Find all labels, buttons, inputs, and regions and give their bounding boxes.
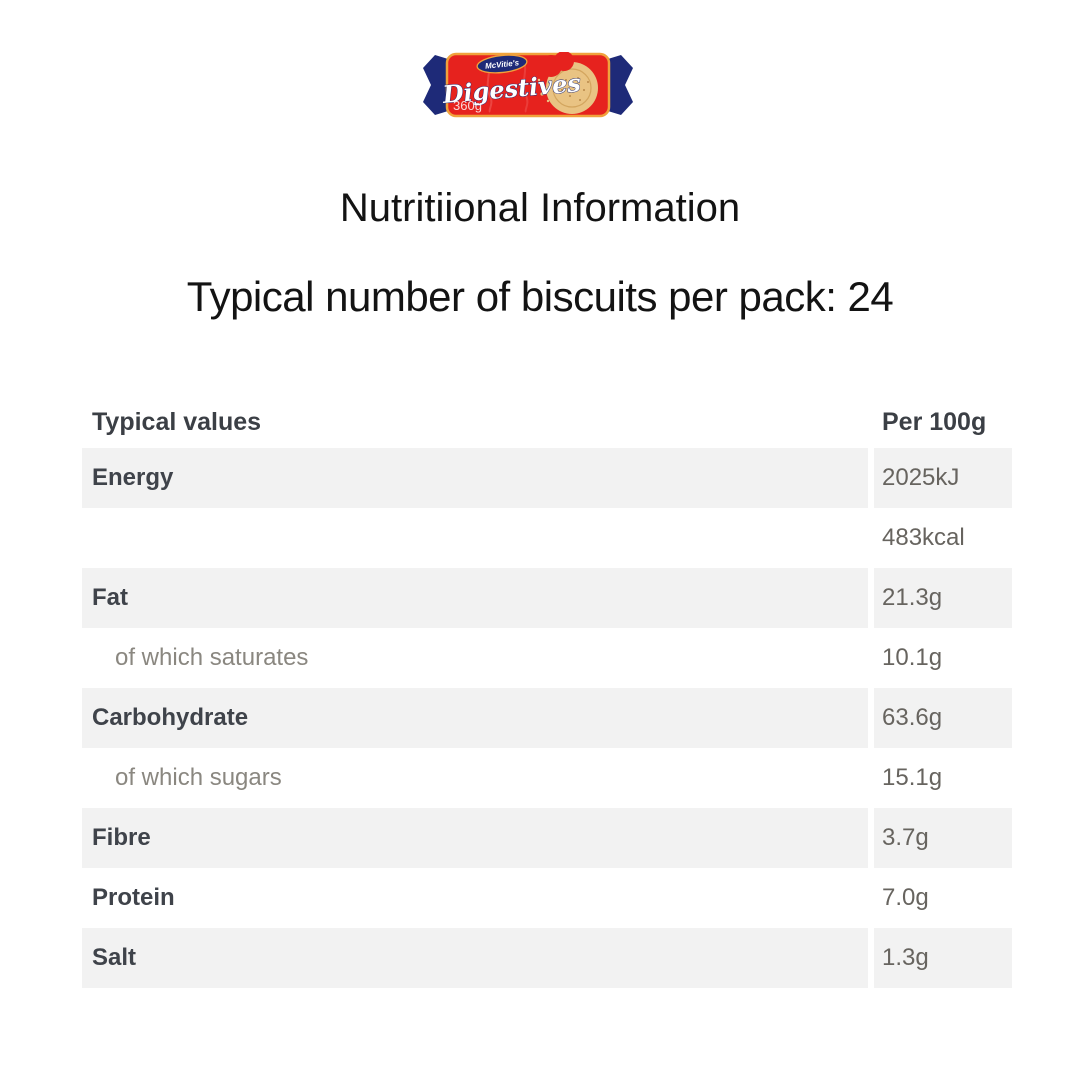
row-value: 3.7g bbox=[882, 824, 929, 851]
table-row-carbohydrate: Carbohydrate 63.6g bbox=[82, 688, 1012, 748]
nutrition-table: Typical values Per 100g Energy 2025kJ 48… bbox=[82, 396, 1012, 988]
biscuit bbox=[546, 62, 598, 114]
row-label: Protein bbox=[92, 884, 175, 911]
row-label: Salt bbox=[92, 944, 137, 971]
row-label: of which saturates bbox=[115, 644, 309, 671]
biscuit-speckles bbox=[561, 77, 589, 101]
row-value: 10.1g bbox=[882, 644, 943, 671]
row-value: 1.3g bbox=[882, 944, 929, 971]
table-row-protein: Protein 7.0g bbox=[82, 868, 1012, 928]
wheat-pattern bbox=[522, 59, 529, 113]
table-row-energy: Energy 2025kJ bbox=[82, 448, 1012, 508]
row-value: 7.0g bbox=[882, 884, 929, 911]
product-pack-image: McVitie's Digestives 360g bbox=[420, 51, 636, 118]
row-value: 483kcal bbox=[882, 524, 965, 551]
row-value: 21.3g bbox=[882, 584, 943, 611]
table-header-row: Typical values Per 100g bbox=[82, 396, 1012, 448]
table-row-fibre: Fibre 3.7g bbox=[82, 808, 1012, 868]
pack-weight-text: 360g bbox=[453, 98, 482, 113]
biscuit-bite bbox=[554, 51, 574, 71]
digestives-pack-graphic: McVitie's Digestives 360g bbox=[423, 51, 633, 118]
header-per-100g: Per 100g bbox=[882, 407, 987, 436]
mcvities-badge: McVitie's bbox=[476, 54, 528, 74]
brand-text: McVitie's bbox=[485, 58, 520, 71]
table-row-energy-kcal: 483kcal bbox=[82, 508, 1012, 568]
page-title: Nutritiional Information bbox=[339, 186, 741, 230]
header-typical-values: Typical values bbox=[92, 407, 262, 436]
row-value: 15.1g bbox=[882, 764, 943, 791]
row-label: of which sugars bbox=[115, 764, 282, 791]
table-row-saturates: of which saturates 10.1g bbox=[82, 628, 1012, 688]
row-label: Energy bbox=[92, 464, 174, 491]
biscuit-ring bbox=[552, 68, 592, 108]
table-row-salt: Salt 1.3g bbox=[82, 928, 1012, 988]
row-value: 63.6g bbox=[882, 704, 943, 731]
row-label: Fat bbox=[92, 584, 128, 611]
biscuit-crumbs bbox=[537, 78, 550, 103]
row-value: 2025kJ bbox=[882, 464, 960, 491]
table-row-fat: Fat 21.3g bbox=[82, 568, 1012, 628]
row-label: Carbohydrate bbox=[92, 704, 249, 731]
table-row-sugars: of which sugars 15.1g bbox=[82, 748, 1012, 808]
row-label: Fibre bbox=[92, 824, 151, 851]
page-subtitle: Typical number of biscuits per pack: 24 bbox=[186, 273, 894, 320]
